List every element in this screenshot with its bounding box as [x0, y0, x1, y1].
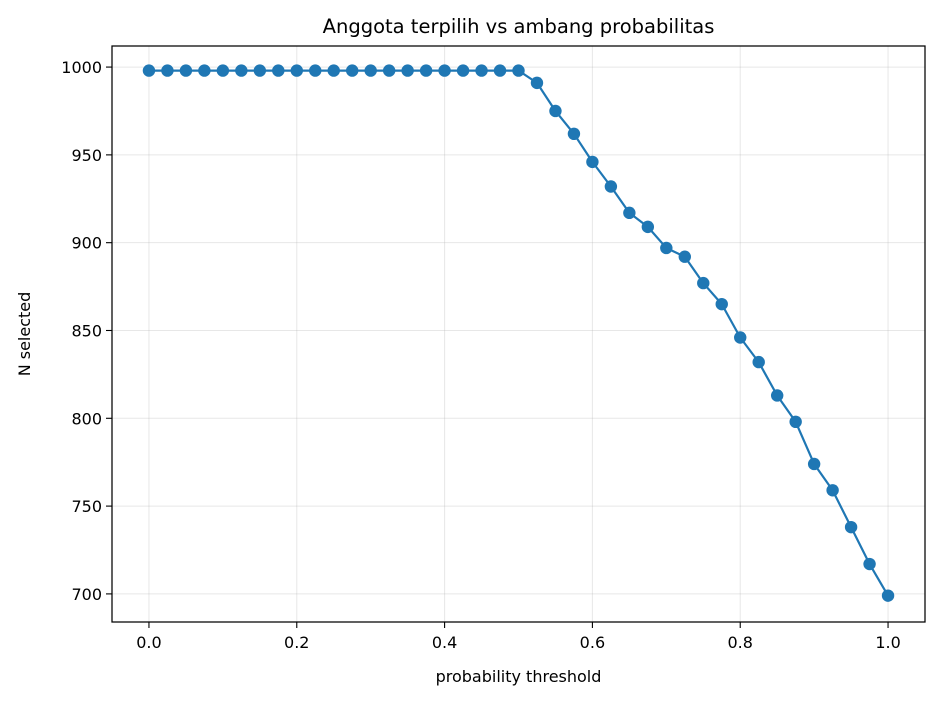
data-point: [604, 180, 618, 193]
data-point: [253, 64, 267, 77]
data-point: [475, 64, 488, 77]
plot-frame: [111, 45, 926, 623]
data-point: [881, 589, 895, 602]
data-point: [364, 64, 377, 77]
chart-title: Anggota terpilih vs ambang probabilitas: [323, 15, 715, 38]
y-tick-label: 950: [71, 146, 102, 165]
data-point: [789, 415, 802, 429]
data-point: [660, 241, 673, 255]
data-point: [826, 484, 839, 497]
data-point: [216, 64, 230, 77]
data-point: [272, 64, 285, 77]
data-point: [752, 355, 765, 369]
data-point: [401, 64, 414, 77]
data-point: [142, 64, 156, 77]
x-tick-label: 0.0: [136, 633, 161, 652]
y-tick-label: 700: [71, 585, 102, 604]
data-point: [530, 76, 544, 90]
x-tick-label: 1.0: [875, 633, 900, 652]
data-series: [142, 64, 895, 602]
data-point: [807, 457, 821, 471]
data-point: [512, 64, 525, 77]
data-point: [844, 520, 858, 534]
data-point: [567, 127, 581, 141]
data-point: [456, 64, 470, 77]
y-tick-label: 750: [71, 497, 102, 516]
data-point: [382, 64, 396, 77]
x-tick-label: 0.2: [284, 633, 309, 652]
data-point: [327, 64, 340, 77]
data-point: [770, 389, 784, 402]
x-axis-ticks: 0.0 0.2 0.4 0.6 0.8 1.0: [136, 622, 901, 652]
data-point: [863, 557, 876, 571]
x-tick-label: 0.6: [580, 633, 605, 652]
y-tick-label: 900: [71, 234, 102, 253]
data-point: [179, 64, 193, 77]
data-point: [438, 64, 451, 77]
data-point: [309, 64, 322, 77]
x-tick-label: 0.4: [432, 633, 457, 652]
y-axis-title: N selected: [15, 292, 34, 377]
y-axis-ticks: 700 750 800 850 900 950 1000: [61, 58, 112, 604]
y-tick-label: 850: [71, 321, 102, 340]
data-point: [493, 64, 507, 77]
data-point: [235, 64, 248, 77]
data-point: [290, 64, 303, 77]
data-point: [641, 220, 655, 234]
x-axis-title: probability threshold: [436, 667, 602, 686]
data-point: [346, 64, 359, 77]
data-point: [419, 64, 433, 77]
data-point: [715, 297, 728, 311]
data-point: [586, 155, 599, 169]
y-tick-label: 800: [71, 409, 102, 428]
data-point: [623, 206, 636, 220]
data-point: [161, 64, 174, 77]
y-tick-label: 1000: [61, 58, 102, 77]
x-tick-label: 0.8: [728, 633, 753, 652]
data-point: [734, 331, 747, 344]
data-point: [678, 250, 691, 263]
data-point: [549, 104, 562, 118]
data-point: [198, 64, 211, 77]
data-point: [697, 276, 710, 290]
